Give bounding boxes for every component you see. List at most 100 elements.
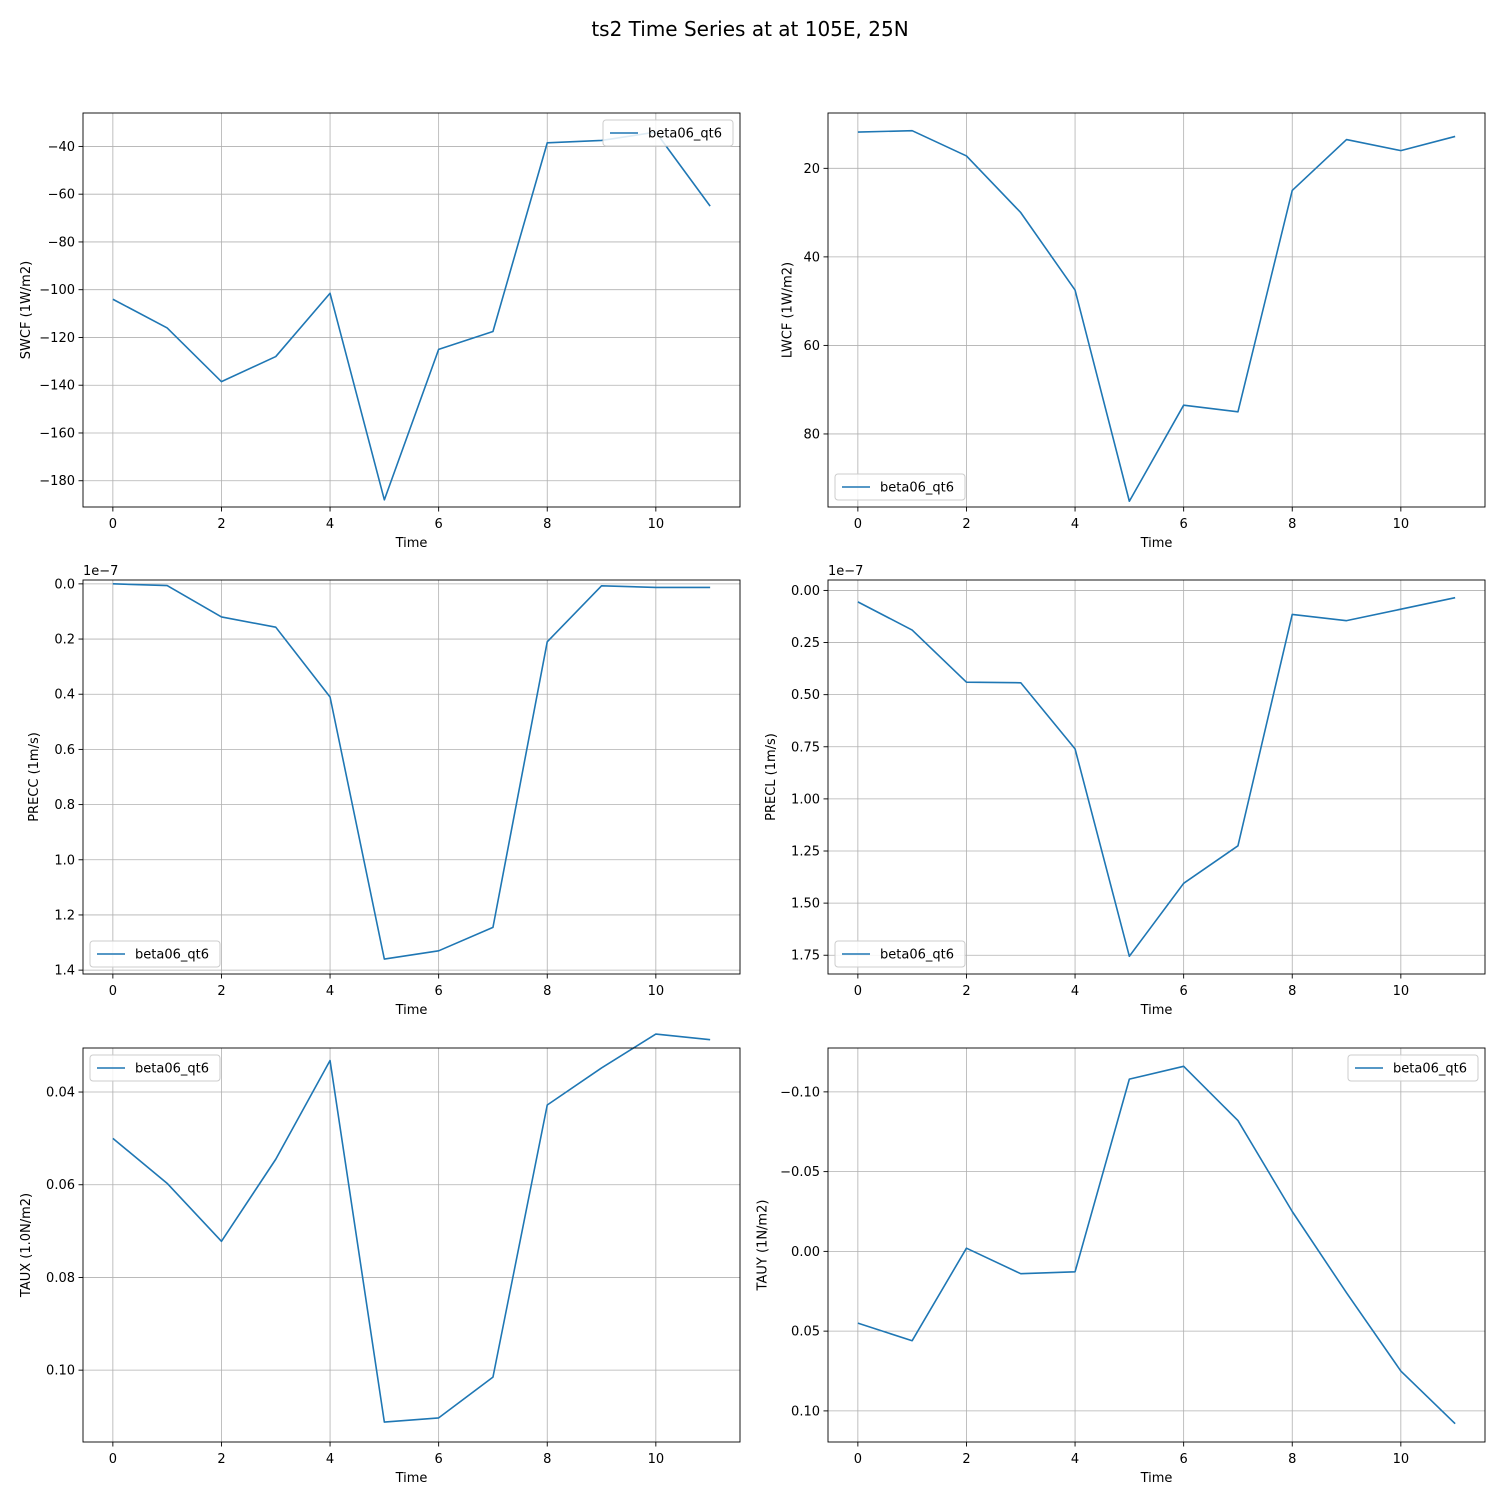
y-offset-text: 1e−7 xyxy=(828,564,863,579)
y-axis-label: TAUY (1N/m2) xyxy=(756,1200,771,1292)
axes-frame xyxy=(827,1047,1486,1443)
x-tick-label: 8 xyxy=(1288,984,1296,999)
legend-entry-label: beta06_qt6 xyxy=(135,948,209,963)
axes-frame xyxy=(827,579,1486,975)
y-tick-label: −0.10 xyxy=(780,1085,820,1100)
legend-entry-label: beta06_qt6 xyxy=(880,948,954,963)
x-axis-label: Time xyxy=(395,536,428,551)
y-tick-label: 0.75 xyxy=(791,740,820,755)
series-line-beta06_qt6 xyxy=(857,1065,1456,1425)
x-tick-label: 4 xyxy=(326,984,334,999)
y-tick-label: −160 xyxy=(39,426,75,441)
legend-box xyxy=(89,1054,221,1082)
x-tick-label: 6 xyxy=(435,984,443,999)
legend: beta06_qt6 xyxy=(1347,1054,1479,1082)
legend-box xyxy=(1347,1054,1479,1082)
y-tick-label: 0.8 xyxy=(54,798,75,813)
series-line-beta06_qt6 xyxy=(857,596,1456,958)
x-tick-label: 0 xyxy=(109,984,117,999)
legend: beta06_qt6 xyxy=(89,940,221,968)
axes-frame xyxy=(827,112,1486,508)
x-tick-label: 0 xyxy=(854,984,862,999)
plot-area xyxy=(828,1048,1485,1442)
y-tick-label: 0.0 xyxy=(54,577,75,592)
y-tick-label: 0.10 xyxy=(46,1364,75,1379)
y-tick-label: −40 xyxy=(48,140,75,155)
plot-area xyxy=(83,580,740,974)
x-tick-label: 6 xyxy=(1180,517,1188,532)
x-tick-label: 4 xyxy=(1071,517,1079,532)
y-tick-label: −180 xyxy=(39,474,75,489)
legend: beta06_qt6 xyxy=(834,473,966,501)
legend-entry-label: beta06_qt6 xyxy=(1393,1062,1467,1077)
subplot-3: 0 2 4 6 8 10 0.0 0.2 0.4 0.6 0.8 1.0 1.2 1.4 1e−7 Time P… xyxy=(27,564,741,1018)
x-tick-label: 2 xyxy=(962,517,970,532)
y-tick-label: 1.75 xyxy=(791,949,820,964)
x-tick-label: 8 xyxy=(543,984,551,999)
y-tick-label: −120 xyxy=(39,331,75,346)
y-tick-label: 0.25 xyxy=(791,636,820,651)
x-tick-label: 8 xyxy=(1288,517,1296,532)
y-tick-label: 20 xyxy=(803,162,820,177)
y-tick-label: 1.4 xyxy=(54,964,75,979)
y-tick-label: 0.50 xyxy=(791,688,820,703)
legend: beta06_qt6 xyxy=(834,940,966,968)
x-tick-label: 8 xyxy=(1288,1452,1296,1467)
plot-area xyxy=(83,113,740,507)
x-axis-label: Time xyxy=(1140,1471,1173,1486)
legend-entry-label: beta06_qt6 xyxy=(880,481,954,496)
subplot-6: 0 2 4 6 8 10 −0.10 −0.05 0.00 0.05 0.10 Time TAUY (1… xyxy=(756,1047,1486,1486)
y-tick-label: 1.25 xyxy=(791,845,820,860)
axes-frame xyxy=(82,579,741,975)
x-tick-label: 4 xyxy=(1071,1452,1079,1467)
y-tick-label: 60 xyxy=(803,339,820,354)
y-offset-text: 1e−7 xyxy=(83,564,118,579)
x-tick-label: 0 xyxy=(854,1452,862,1467)
x-tick-label: 10 xyxy=(648,984,665,999)
y-tick-label: 0.00 xyxy=(791,584,820,599)
legend-box xyxy=(834,940,966,968)
series-line-beta06_qt6 xyxy=(112,583,711,960)
x-tick-label: 4 xyxy=(326,517,334,532)
x-tick-label: 6 xyxy=(1180,1452,1188,1467)
x-tick-label: 10 xyxy=(648,517,665,532)
y-tick-label: −60 xyxy=(48,188,75,203)
x-tick-label: 8 xyxy=(543,1452,551,1467)
x-tick-label: 6 xyxy=(1180,984,1188,999)
figure-title: ts2 Time Series at at 105E, 25N xyxy=(591,17,908,41)
x-tick-label: 2 xyxy=(217,1452,225,1467)
series-line-beta06_qt6 xyxy=(857,129,1456,503)
y-axis-label: TAUX (1.0N/m2) xyxy=(19,1193,34,1298)
y-tick-label: 1.00 xyxy=(791,792,820,807)
y-tick-label: −80 xyxy=(48,235,75,250)
x-tick-label: 6 xyxy=(435,1452,443,1467)
x-tick-label: 0 xyxy=(109,517,117,532)
plot-area xyxy=(828,580,1485,974)
series-line-beta06_qt6 xyxy=(112,1033,711,1423)
x-axis-label: Time xyxy=(395,1471,428,1486)
x-axis-label: Time xyxy=(395,1003,428,1018)
x-tick-label: 10 xyxy=(1393,517,1410,532)
legend-box xyxy=(834,473,966,501)
legend-entry-label: beta06_qt6 xyxy=(648,127,722,142)
x-tick-label: 2 xyxy=(962,984,970,999)
subplot-4: 0 2 4 6 8 10 0.00 0.25 0.50 0.75 1.00 1.25 1.50 1.75 1… xyxy=(764,564,1486,1018)
subplot-grid: 0 2 4 6 8 10 −180 −160 −140 −120 −100 −80 −60 −40 Time… xyxy=(19,112,1486,1486)
x-tick-label: 0 xyxy=(109,1452,117,1467)
y-tick-label: 0.2 xyxy=(54,633,75,648)
y-tick-label: 1.2 xyxy=(54,908,75,923)
x-axis-label: Time xyxy=(1140,1003,1173,1018)
y-tick-label: 0.05 xyxy=(791,1325,820,1340)
legend: beta06_qt6 xyxy=(602,119,734,147)
x-tick-label: 2 xyxy=(217,517,225,532)
legend-entry-label: beta06_qt6 xyxy=(135,1062,209,1077)
y-tick-label: −140 xyxy=(39,379,75,394)
y-tick-label: 0.08 xyxy=(46,1271,75,1286)
plot-area xyxy=(828,113,1485,507)
y-tick-label: 0.10 xyxy=(791,1404,820,1419)
subplot-1: 0 2 4 6 8 10 −180 −160 −140 −120 −100 −80 −60 −40 Time… xyxy=(19,112,741,551)
y-axis-label: SWCF (1W/m2) xyxy=(19,261,34,359)
y-tick-label: −100 xyxy=(39,283,75,298)
y-axis-label: PRECC (1m/s) xyxy=(27,732,42,822)
